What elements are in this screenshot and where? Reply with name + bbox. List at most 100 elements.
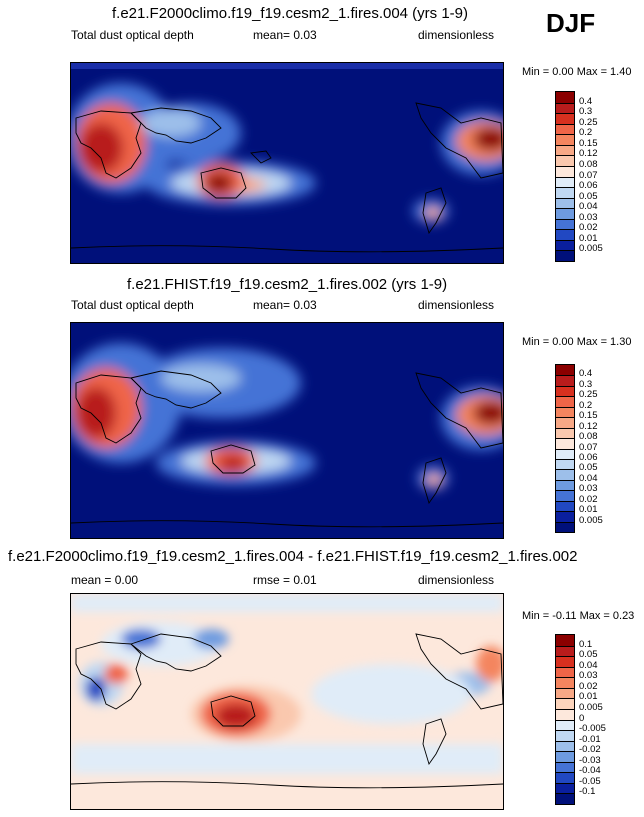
colorbar-level-label: -0.03 [579, 754, 601, 766]
colorbar-level-label: 0.05 [579, 190, 598, 202]
panel-1-minmax: Min = 0.00 Max = 1.40 [522, 66, 632, 78]
colorbar-level-label: 0.4 [579, 95, 593, 107]
colorbar-level-label: 0.07 [579, 169, 598, 181]
colorbar-box [556, 134, 574, 145]
colorbar-box [556, 155, 574, 166]
colorbar-level-label: 0.2 [579, 127, 593, 139]
colorbar-box [556, 144, 574, 156]
panel-3-title: f.e21.F2000climo.f19_f19.cesm2_1.fires.0… [8, 548, 578, 565]
colorbar-level-label: 0.08 [579, 158, 598, 170]
colorbar-level-label: 0.01 [579, 232, 598, 244]
panel-2-variable-label: Total dust optical depth [71, 298, 194, 312]
colorbar-box [556, 176, 574, 188]
panel-2-title: f.e21.FHIST.f19_f19.cesm2_1.fires.002 (y… [127, 276, 448, 293]
colorbar-level-label: 0.005 [579, 514, 603, 526]
colorbar-level-label: 0.12 [579, 420, 598, 432]
colorbar-level-label: -0.1 [579, 786, 596, 798]
colorbar-box [556, 396, 574, 407]
colorbar-level-label: 0 [579, 712, 585, 724]
colorbar-box [556, 782, 574, 794]
colorbar-level-label: 0.03 [579, 670, 598, 682]
colorbar-level-label: -0.01 [579, 733, 601, 745]
colorbar-level-label: 0.02 [579, 493, 598, 505]
colorbar-level-label: 0.07 [579, 441, 598, 453]
panel-1-units-label: dimensionless [418, 28, 495, 42]
colorbar-box [556, 708, 574, 720]
colorbar-box [556, 448, 574, 459]
colorbar-box [556, 165, 574, 177]
colorbar-box [556, 187, 574, 198]
colorbar-level-label: 0.3 [579, 378, 593, 390]
panel-2-map-field [71, 343, 503, 528]
colorbar-box [556, 740, 574, 752]
colorbar-level-label: 0.25 [579, 389, 598, 401]
colorbar-box [556, 490, 574, 501]
colorbar-level-label: 0.02 [579, 222, 598, 234]
colorbar-level-label: 0.03 [579, 211, 598, 223]
colorbar-level-label: -0.05 [579, 775, 601, 787]
colorbar-level-label: 0.4 [579, 368, 593, 380]
colorbar-box [556, 698, 574, 709]
colorbar-box [556, 102, 574, 114]
panel-3-map [70, 593, 504, 810]
colorbar-level-label: 0.005 [579, 243, 603, 255]
colorbar-box [556, 458, 574, 470]
colorbar-level-label: 0.01 [579, 691, 598, 703]
colorbar-box [556, 772, 574, 783]
colorbar-box [556, 92, 574, 103]
colorbar-box [556, 197, 574, 209]
colorbar-box [556, 469, 574, 480]
colorbar-level-label: 0.05 [579, 462, 598, 474]
colorbar-level-label: 0.005 [579, 701, 603, 713]
colorbar-box [556, 730, 574, 741]
panel-2-map [70, 322, 504, 539]
colorbar-level-label: 0.04 [579, 201, 598, 213]
colorbar-box [556, 687, 574, 699]
panel-3-rmse-label: rmse = 0.01 [253, 573, 317, 587]
colorbar-box [556, 427, 574, 439]
colorbar-box [556, 793, 574, 804]
colorbar-level-label: 0.06 [579, 451, 598, 463]
colorbar-box [556, 479, 574, 491]
panel-1-title: f.e21.F2000climo.f19_f19.cesm2_1.fires.0… [112, 5, 469, 22]
colorbar-box [556, 438, 574, 449]
colorbar-box [556, 406, 574, 418]
panel-1-variable-label: Total dust optical depth [71, 28, 194, 42]
colorbar-box [556, 645, 574, 657]
colorbar-box [556, 666, 574, 678]
colorbar-box [556, 365, 574, 376]
colorbar-box [556, 208, 574, 219]
panel-1-colorbar [555, 91, 575, 262]
panel-3-mean-label: mean = 0.00 [71, 573, 139, 587]
colorbar-level-label: 0.12 [579, 148, 598, 160]
panel-2-units-label: dimensionless [418, 298, 495, 312]
colorbar-box [556, 123, 574, 135]
panel-2-mean-label: mean= 0.03 [253, 298, 317, 312]
colorbar-level-label: 0.03 [579, 483, 598, 495]
colorbar-box [556, 375, 574, 386]
colorbar-box [556, 719, 574, 731]
colorbar-box [556, 229, 574, 240]
colorbar-level-label: -0.02 [579, 744, 601, 756]
colorbar-box [556, 250, 574, 261]
colorbar-level-label: 0.25 [579, 116, 598, 128]
colorbar-level-label: 0.04 [579, 659, 598, 671]
colorbar-box [556, 239, 574, 251]
colorbar-level-label: 0.3 [579, 106, 593, 118]
season-label: DJF [546, 8, 596, 38]
colorbar-box [556, 677, 574, 688]
panel-2-minmax: Min = 0.00 Max = 1.30 [522, 336, 632, 348]
colorbar-box [556, 500, 574, 512]
colorbar-box [556, 635, 574, 646]
colorbar-box [556, 113, 574, 124]
colorbar-box [556, 218, 574, 230]
colorbar-box [556, 417, 574, 428]
colorbar-box [556, 521, 574, 532]
colorbar-level-label: 0.04 [579, 472, 598, 484]
colorbar-level-label: 0.01 [579, 504, 598, 516]
colorbar-level-label: 0.06 [579, 180, 598, 192]
colorbar-level-label: 0.15 [579, 137, 598, 149]
panel-3-minmax: Min = -0.11 Max = 0.23 [522, 610, 635, 622]
colorbar-level-label: 0.2 [579, 399, 593, 411]
panel-1-map [70, 62, 504, 264]
